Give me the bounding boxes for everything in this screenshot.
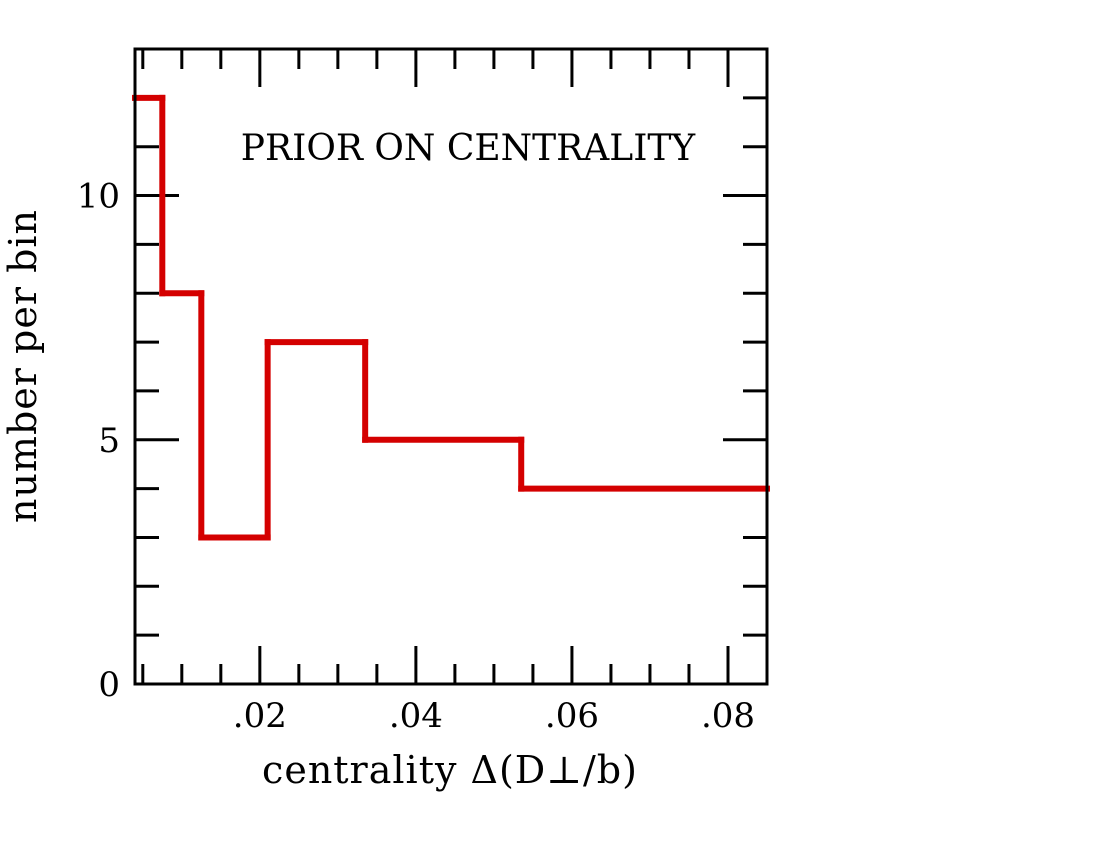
x-tick-label: .02 (233, 696, 287, 736)
histogram-bars (132, 94, 770, 541)
x-tick-label: .04 (389, 696, 443, 736)
tick-labels: .02 .04 .06 .08 0 5 10 (77, 177, 755, 736)
x-tick-label: .08 (701, 696, 755, 736)
y-tick-label: 0 (98, 665, 120, 705)
y-tick-label: 10 (77, 177, 120, 217)
y-axis-label: number per bin (1, 209, 45, 523)
plot-frame (133, 47, 769, 686)
chart-annotation: PRIOR ON CENTRALITY (241, 128, 697, 169)
y-tick-label: 5 (98, 421, 120, 461)
x-axis-label: centrality Δ(D⊥/b) (262, 748, 638, 792)
x-tick-label: .06 (545, 696, 599, 736)
